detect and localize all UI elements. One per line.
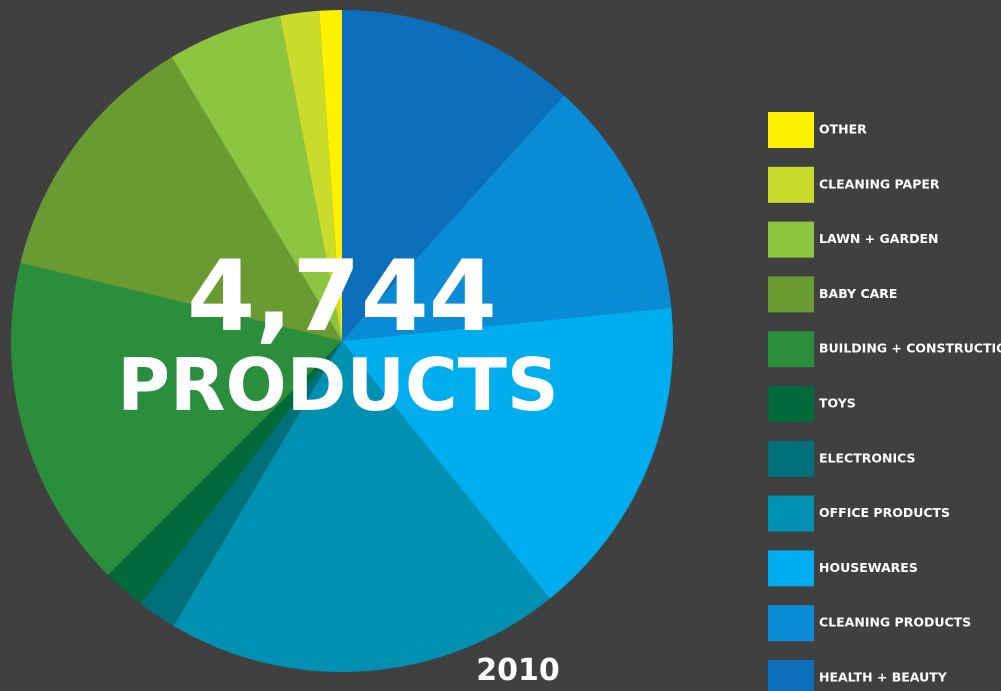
pie-slice (171, 15, 342, 342)
legend-swatch (768, 440, 814, 477)
pie-slice (342, 10, 564, 341)
legend-label: TOYS (819, 396, 856, 411)
pie-slice (20, 57, 343, 341)
legend-swatch (768, 112, 814, 148)
legend-swatch (768, 605, 814, 642)
pie-slice (140, 341, 342, 626)
legend-label: BUILDING + CONSTRUCTION (819, 341, 1001, 356)
legend-label: ELECTRONICS (819, 450, 916, 465)
pie-slice (107, 341, 342, 604)
pie-slice (342, 307, 673, 599)
pie-slice (342, 95, 672, 341)
year: 2010 (476, 653, 560, 688)
legend-swatch (768, 331, 814, 368)
legend-label: HOUSEWARES (819, 560, 918, 575)
legend-swatch (768, 660, 814, 691)
legend-label: CLEANING PAPER (819, 176, 940, 191)
pie-slice (10, 262, 342, 576)
pie-slice (279, 10, 342, 342)
legend-label: BABY CARE (819, 286, 897, 301)
legend-label: OFFICE PRODUCTS (819, 505, 950, 520)
pie (10, 10, 673, 672)
legend: HEALTH + BEAUTY CLEANING PRODUCTS HOUSEWAR… (768, 112, 1001, 691)
legend-swatch (768, 386, 814, 422)
subtitle: PRODUCTS (117, 343, 558, 427)
legend-swatch (768, 166, 814, 203)
legend-label: LAWN + GARDEN (819, 231, 938, 246)
pie-slice (319, 10, 342, 341)
legend-swatch (768, 221, 814, 258)
headline: 4,744 (187, 240, 497, 354)
legend-label: HEALTH + BEAUTY (819, 670, 948, 685)
legend-label: OTHER (819, 122, 867, 137)
legend-swatch (768, 276, 814, 313)
legend-label: CLEANING PRODUCTS (819, 615, 971, 630)
pie-slice (173, 341, 550, 672)
legend-swatch (768, 495, 814, 532)
legend-swatch (768, 550, 814, 587)
